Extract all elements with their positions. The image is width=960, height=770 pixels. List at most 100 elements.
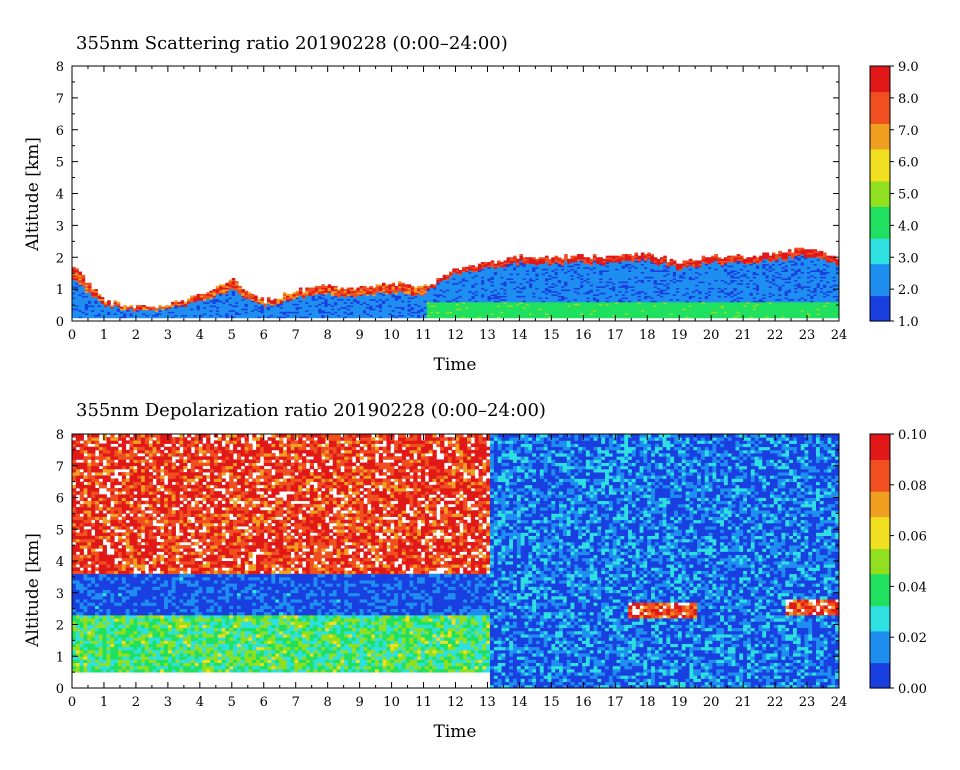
scatter-cell [407, 290, 412, 293]
scatter-cell [234, 309, 239, 312]
scatter-cell [541, 314, 546, 317]
scatter-cell [596, 300, 600, 303]
scatter-cell [311, 290, 316, 293]
scatter-cell [669, 265, 674, 268]
scatter-cell [602, 266, 607, 269]
scatter-cell [676, 282, 680, 285]
scatter-cell [618, 281, 623, 284]
scatter-cell [644, 257, 648, 260]
scatter-cell [474, 276, 479, 279]
scatter-cell [289, 295, 293, 298]
scatter-cell [682, 298, 686, 301]
scatter-cell [567, 305, 571, 308]
scatter-cell [78, 301, 82, 304]
scatter-cell [516, 281, 520, 284]
scatter-cell [701, 265, 706, 268]
scatter-cell [637, 277, 642, 280]
scatter-cell [385, 284, 389, 287]
scatter-cell [663, 270, 667, 272]
scatter-cell [212, 309, 217, 312]
scatter-cell [685, 303, 690, 306]
scatter-cell [420, 314, 424, 317]
scatter-cell [580, 284, 584, 287]
scatter-cell [298, 308, 303, 311]
panel1-data-field [72, 247, 839, 319]
scatter-cell [465, 281, 469, 284]
scatter-cell [519, 281, 524, 284]
scatter-cell [592, 271, 597, 274]
scatter-cell [366, 290, 370, 293]
scatter-cell [308, 297, 313, 300]
scatter-cell [231, 295, 236, 298]
scatter-cell [180, 311, 185, 314]
scatter-cell [634, 306, 639, 309]
scatter-cell [81, 316, 86, 319]
scatter-cell [580, 258, 584, 261]
scatter-cell [343, 311, 348, 314]
scatter-cell [442, 298, 447, 301]
scatter-cell [548, 303, 552, 306]
scatter-cell [688, 300, 693, 303]
scatter-cell [305, 309, 309, 312]
scatter-cell [640, 300, 645, 303]
scatter-cell [567, 301, 571, 304]
scatter-cell [455, 308, 460, 311]
scatter-cell [506, 298, 511, 301]
scatter-cell [544, 300, 549, 303]
scatter-cell [503, 306, 508, 309]
scatter-cell [158, 305, 162, 308]
scatter-cell [381, 303, 386, 306]
scatter-cell [241, 301, 245, 304]
scatter-cell [608, 314, 613, 317]
scatter-cell [554, 309, 559, 312]
scatter-cell [624, 276, 629, 279]
scatter-cell [417, 301, 421, 304]
scatter-cell [97, 314, 102, 317]
scatter-cell [624, 298, 629, 301]
scatter-cell [580, 308, 584, 311]
scatter-cell [605, 255, 610, 258]
scatter-cell [612, 265, 616, 268]
scatter-cell [573, 292, 578, 295]
scatter-cell [343, 295, 348, 298]
scatter-cell [423, 284, 428, 287]
panel1-plot-area [71, 65, 840, 322]
scatter-cell [640, 262, 645, 265]
scatter-cell [449, 290, 453, 293]
scatter-cell [602, 281, 607, 284]
scatter-cell [704, 292, 709, 295]
scatter-cell [167, 306, 172, 309]
scatter-cell [691, 281, 696, 284]
scatter-cell [426, 314, 431, 317]
scatter-cell [311, 314, 316, 317]
scatter-cell [621, 290, 626, 293]
scatter-cell [576, 295, 581, 298]
scatter-cell [190, 316, 194, 319]
scatter-cell [187, 301, 191, 304]
scatter-cell [679, 271, 683, 274]
scatter-cell [513, 289, 517, 292]
scatter-cell [183, 303, 188, 306]
scatter-cell [289, 303, 293, 306]
scatter-cell [688, 262, 693, 265]
scatter-cell [493, 316, 498, 319]
scatter-cell [273, 301, 277, 304]
scatter-cell [87, 316, 92, 319]
scatter-cell [477, 268, 482, 271]
scatter-cell [372, 311, 377, 314]
scatter-cell [222, 311, 226, 314]
scatter-cell [273, 306, 277, 309]
scatter-cell [560, 281, 565, 284]
scatter-cell [369, 303, 373, 306]
scatter-cell [656, 271, 661, 274]
scatter-cell [244, 295, 249, 298]
scatter-cell [564, 297, 568, 300]
scatter-cell [624, 305, 629, 308]
scatter-cell [234, 308, 239, 311]
scatter-cell [532, 284, 536, 287]
scatter-cell [330, 297, 335, 300]
scatter-cell [599, 277, 603, 280]
scatter-cell [548, 295, 552, 298]
scatter-cell [87, 303, 92, 306]
scatter-cell [644, 305, 648, 308]
